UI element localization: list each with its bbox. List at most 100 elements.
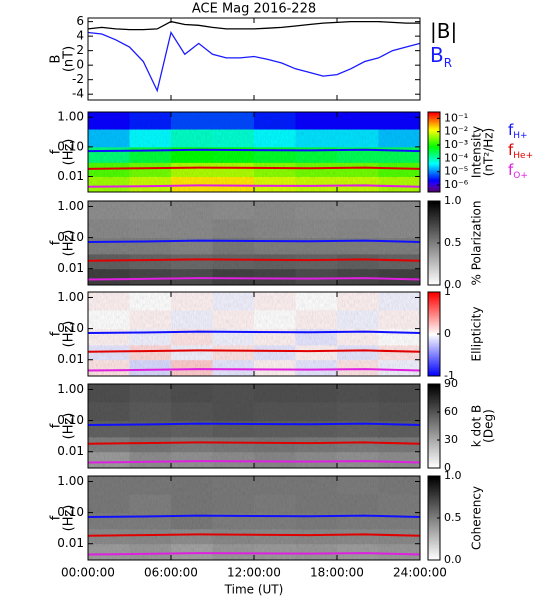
colorbar-step (428, 454, 440, 456)
colorbar-step (428, 403, 440, 406)
colorbar-step (428, 149, 440, 152)
colorbar-step (428, 181, 440, 184)
y-tick-label: 0.01 (57, 169, 84, 183)
colorbar-tick-label: 0.5 (444, 511, 462, 524)
x-tick-label: 12:00:00 (227, 566, 281, 580)
colorbar-step (428, 371, 440, 374)
colorbar-step (428, 294, 440, 297)
colorbar-tick-label: 90 (444, 377, 458, 390)
colorbar-step (428, 320, 440, 322)
colorbar-step (428, 188, 440, 190)
colorbar-step (428, 392, 440, 395)
y-tick-label: 0.01 (57, 536, 84, 550)
colorbar-step (428, 152, 440, 154)
colorbar-tick-label: 10⁻⁶ (444, 178, 469, 191)
colorbar-step (428, 484, 440, 487)
colorbar-step (428, 280, 440, 283)
colorbar-step (428, 481, 440, 484)
colorbar-step (428, 138, 440, 141)
colorbar-step (428, 166, 440, 169)
gyro-line (87, 514, 421, 518)
colorbar-label: Coherency (470, 486, 484, 550)
colorbar-step (428, 113, 440, 116)
y-axis-label: (Hz) (62, 230, 77, 257)
colorbar-step (428, 324, 440, 327)
y-tick-label: 1.00 (57, 382, 84, 396)
colorbar-step (428, 282, 440, 285)
colorbar-step (428, 252, 440, 255)
colorbar-step (428, 508, 440, 511)
colorbar-step (428, 251, 440, 254)
colorbar-step (428, 504, 440, 506)
colorbar-step (428, 430, 440, 433)
legend-entry: fHe+ (508, 141, 533, 161)
colorbar-step (428, 230, 440, 233)
y-tick-label: 1.00 (57, 474, 84, 488)
colorbar-step (428, 301, 440, 304)
colorbar-step (428, 328, 440, 331)
colorbar-step (428, 255, 440, 258)
colorbar-step (428, 501, 440, 504)
colorbar-step (428, 546, 440, 548)
colorbar-step (428, 488, 440, 491)
y-axis-label: (Hz) (62, 321, 77, 348)
colorbar-step (428, 423, 440, 426)
colorbar-step (428, 269, 440, 272)
colorbar-step (428, 132, 440, 134)
colorbar-step (428, 142, 440, 145)
colorbar-step (428, 186, 440, 189)
colorbar-tick-label: 10⁻⁵ (444, 165, 468, 178)
colorbar-step (428, 182, 440, 185)
colorbar-step (428, 145, 440, 148)
colorbar-step (428, 419, 440, 421)
colorbar-step (428, 241, 440, 244)
colorbar-step (428, 366, 440, 369)
colorbar-tick-label: 0 (444, 327, 451, 340)
data-line (87, 30, 421, 93)
colorbar-step (428, 215, 440, 217)
colorbar-step (428, 543, 440, 546)
colorbar-step (428, 292, 440, 294)
colorbar-step (428, 278, 440, 280)
colorbar-tick-label: 1 (444, 285, 451, 298)
colorbar-step (428, 273, 440, 276)
colorbar-step (428, 222, 440, 224)
colorbar-step (428, 515, 440, 518)
texture (88, 112, 420, 192)
colorbar-step (428, 437, 440, 440)
colorbar-step (428, 279, 440, 282)
colorbar-step (428, 490, 440, 492)
colorbar-step (428, 213, 440, 216)
colorbar-step (428, 434, 440, 437)
colorbar-step (428, 120, 440, 122)
colorbar-step (428, 399, 440, 402)
colorbar-step (428, 461, 440, 463)
colorbar-step (428, 307, 440, 310)
colorbar-step (428, 456, 440, 459)
colorbar-step (428, 322, 440, 325)
colorbar-step (428, 136, 440, 138)
colorbar-step (428, 299, 440, 301)
colorbar-step (428, 313, 440, 315)
y-axis-label: f (49, 423, 64, 428)
colorbar-step (428, 360, 440, 363)
colorbar-step (428, 424, 440, 427)
colorbar-step (428, 502, 440, 505)
colorbar-step (428, 530, 440, 533)
x-tick-label: 06:00:00 (144, 566, 198, 580)
colorbar-step (428, 254, 440, 257)
data-line (87, 20, 420, 31)
colorbar-step (428, 511, 440, 513)
colorbar-step (428, 520, 440, 523)
colorbar-step (428, 407, 440, 410)
gyro-line (87, 533, 421, 537)
colorbar-step (428, 293, 440, 296)
colorbar-tick-label: 1.0 (444, 194, 462, 207)
gyro-line (87, 148, 421, 153)
legend-name: f (508, 161, 514, 179)
gyro-line (87, 441, 421, 445)
colorbar-step (428, 170, 440, 173)
colorbar-step (428, 125, 440, 128)
colorbar-step (428, 516, 440, 519)
y-axis-label: (Hz) (62, 505, 77, 532)
